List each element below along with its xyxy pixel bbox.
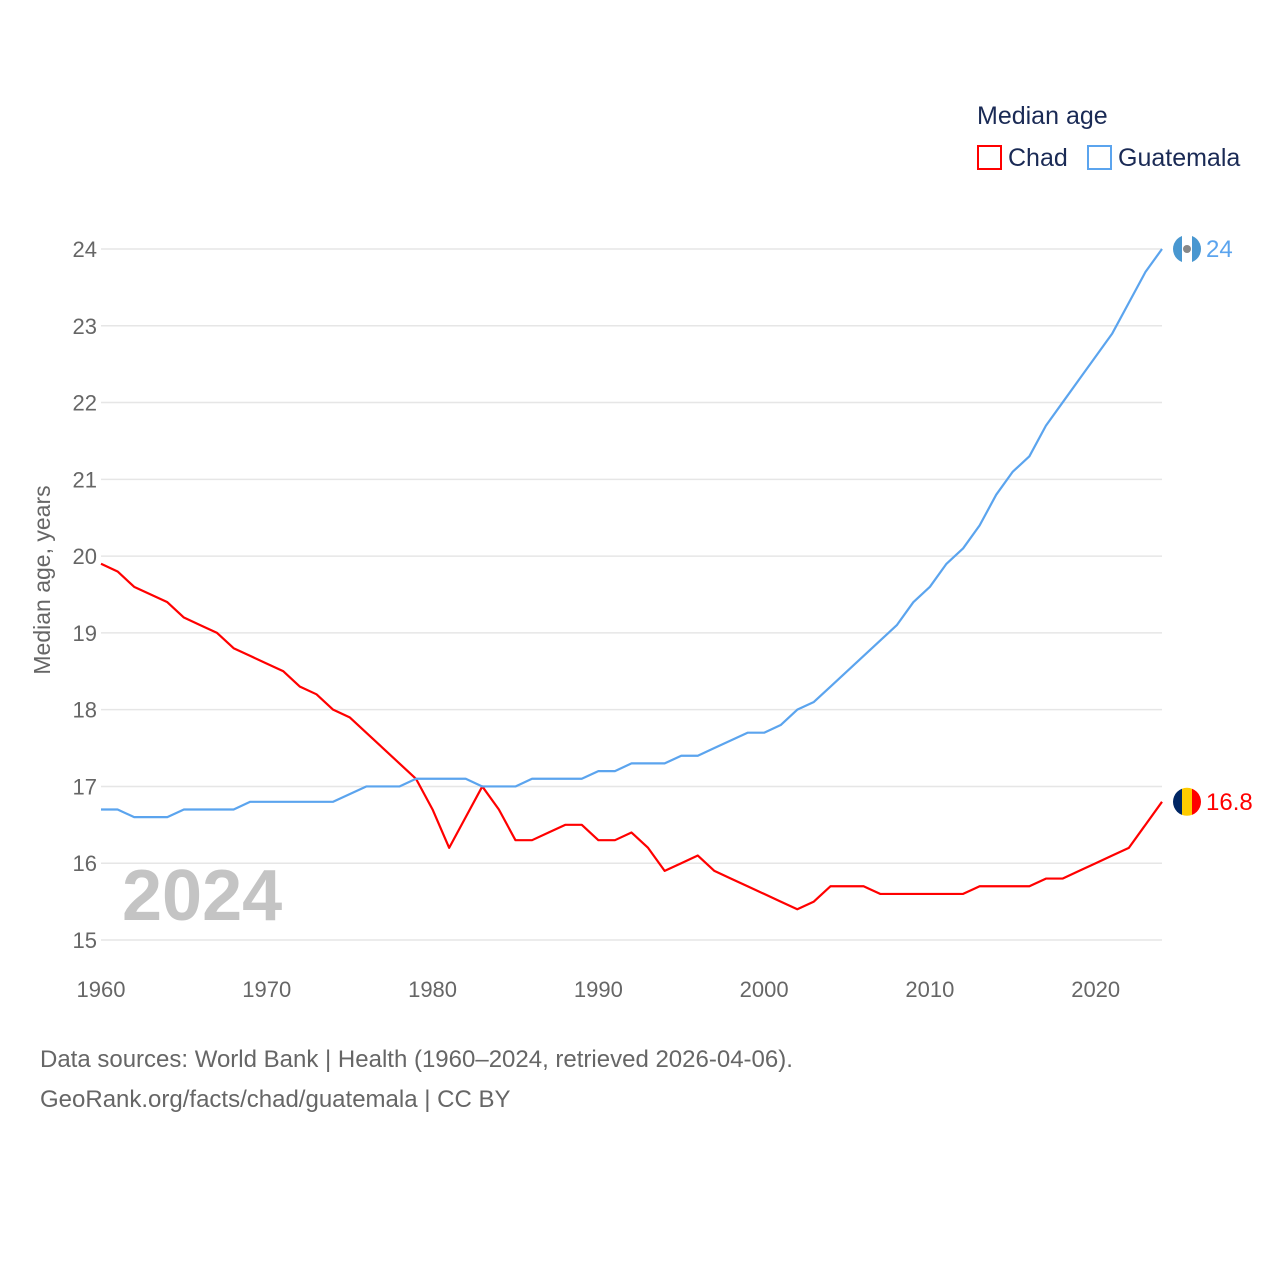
year-watermark: 2024 — [122, 856, 282, 936]
gridlines — [101, 248, 1162, 941]
y-tick-label: 22 — [73, 391, 97, 416]
y-tick-label: 18 — [73, 698, 97, 723]
y-tick-label: 24 — [73, 237, 97, 262]
data-source-note: Data sources: World Bank | Health (1960–… — [40, 1046, 793, 1073]
y-tick-label: 19 — [73, 621, 97, 646]
end-value-label: 16.8 — [1206, 789, 1253, 816]
legend-swatch-guatemala — [1087, 145, 1112, 170]
flag-guatemala-blue-left — [1173, 235, 1182, 263]
x-tick-label: 2010 — [905, 977, 954, 1002]
y-axis-label: Median age, years — [29, 485, 55, 674]
flag-guatemala-blue-right — [1192, 235, 1201, 263]
x-tick-label: 1970 — [242, 977, 291, 1002]
x-tick-label: 1990 — [574, 977, 623, 1002]
y-tick-label: 15 — [73, 928, 97, 953]
legend-label: Chad — [1008, 144, 1068, 172]
y-tick-label: 23 — [73, 314, 97, 339]
y-tick-label: 21 — [73, 467, 97, 492]
x-tick-label: 1960 — [77, 977, 126, 1002]
flag-chad-blue — [1173, 787, 1182, 816]
flag-guatemala-emblem-icon — [1183, 245, 1191, 253]
series-line-chad — [100, 562, 1163, 911]
x-tick-label: 1980 — [408, 977, 457, 1002]
flag-chad-red — [1192, 787, 1201, 816]
legend-swatch-chad — [977, 145, 1002, 170]
legend: Chad Guatemala — [977, 144, 1240, 172]
x-tick-label: 2000 — [740, 977, 789, 1002]
end-markers: 16.8 24 — [1173, 235, 1253, 816]
series-lines — [100, 248, 1163, 911]
attribution-link[interactable]: GeoRank.org/facts/chad/guatemala | CC BY — [40, 1086, 511, 1113]
flag-chad-yellow — [1182, 787, 1192, 816]
y-tick-label: 20 — [73, 544, 97, 569]
y-tick-label: 16 — [73, 851, 97, 876]
x-tick-label: 2020 — [1071, 977, 1120, 1002]
y-tick-label: 17 — [73, 774, 97, 799]
legend-title: Median age — [977, 102, 1108, 130]
x-axis-ticks: 1960 1970 1980 1990 2000 2010 2020 — [77, 977, 1121, 1002]
end-value-label: 24 — [1206, 236, 1233, 263]
legend-label: Guatemala — [1118, 144, 1240, 172]
y-axis-ticks: 15 16 17 18 19 20 21 22 23 24 — [73, 237, 97, 953]
series-line-guatemala — [101, 248, 1163, 819]
